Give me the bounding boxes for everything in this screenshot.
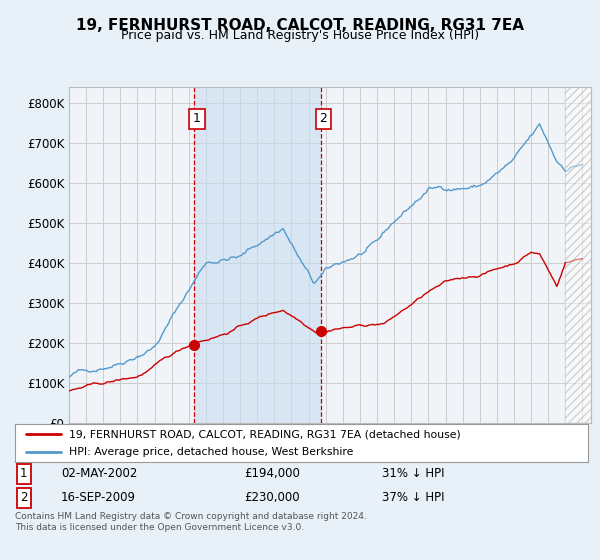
Text: £194,000: £194,000 (244, 467, 300, 480)
Text: Price paid vs. HM Land Registry's House Price Index (HPI): Price paid vs. HM Land Registry's House … (121, 29, 479, 42)
Text: 37% ↓ HPI: 37% ↓ HPI (382, 492, 444, 505)
Text: HPI: Average price, detached house, West Berkshire: HPI: Average price, detached house, West… (70, 447, 354, 458)
Bar (194, 87, 321, 423)
Text: 16-SEP-2009: 16-SEP-2009 (61, 492, 136, 505)
Text: Contains HM Land Registry data © Crown copyright and database right 2024.
This d: Contains HM Land Registry data © Crown c… (15, 512, 367, 532)
Bar (565, 87, 600, 423)
Text: 02-MAY-2002: 02-MAY-2002 (61, 467, 137, 480)
Text: 1: 1 (20, 467, 28, 480)
Text: 19, FERNHURST ROAD, CALCOT, READING, RG31 7EA: 19, FERNHURST ROAD, CALCOT, READING, RG3… (76, 18, 524, 33)
Text: 19, FERNHURST ROAD, CALCOT, READING, RG31 7EA (detached house): 19, FERNHURST ROAD, CALCOT, READING, RG3… (70, 429, 461, 439)
Text: 2: 2 (319, 113, 327, 125)
Text: 31% ↓ HPI: 31% ↓ HPI (382, 467, 444, 480)
Text: 1: 1 (193, 113, 201, 125)
Text: £230,000: £230,000 (244, 492, 300, 505)
Text: 2: 2 (20, 492, 28, 505)
